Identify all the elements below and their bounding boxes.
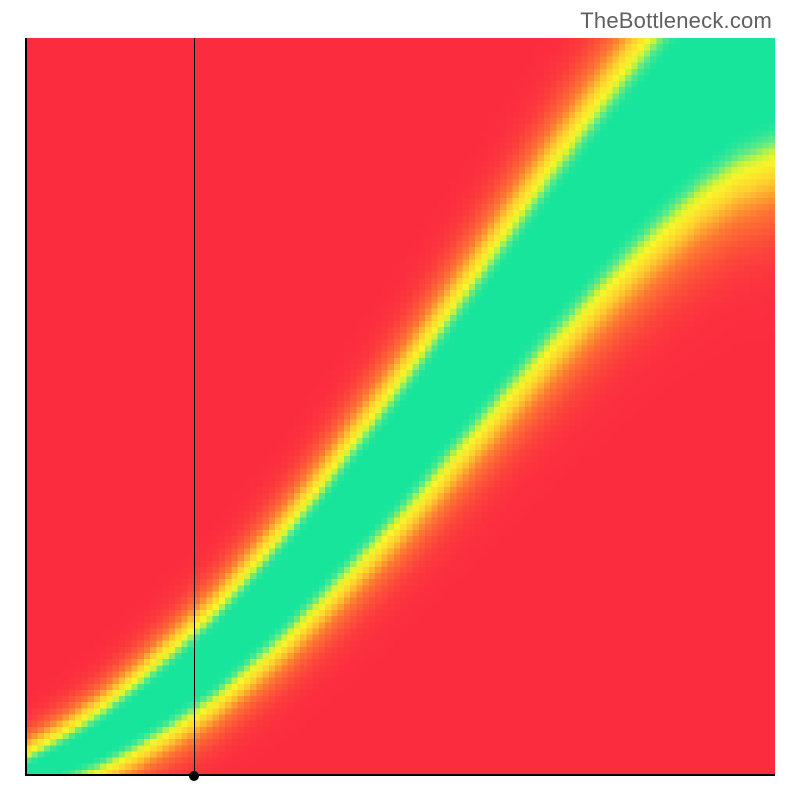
vertical-guide-line [194, 38, 195, 776]
heatmap-canvas [25, 38, 775, 776]
plot-area [25, 38, 775, 776]
y-axis-line [25, 38, 27, 776]
x-axis-line [25, 774, 775, 776]
marker-dot [189, 771, 199, 781]
watermark-text: TheBottleneck.com [580, 8, 772, 34]
